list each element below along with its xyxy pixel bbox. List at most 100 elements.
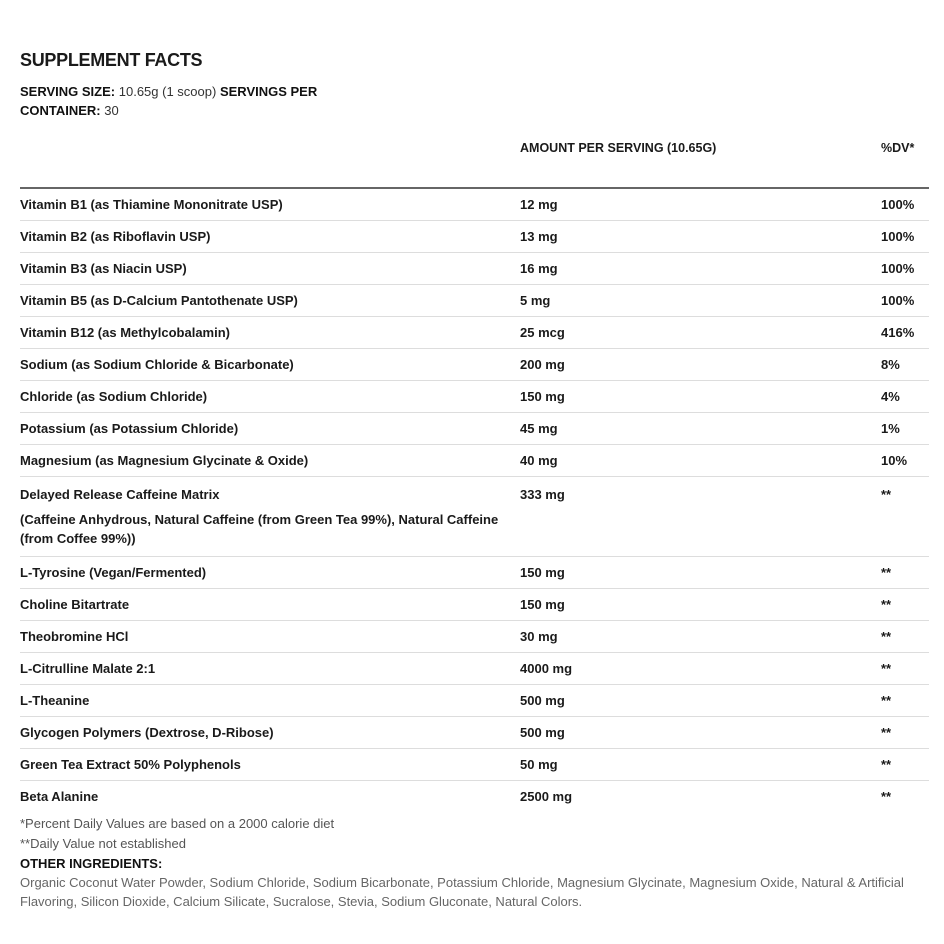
ingredient-name-text: Vitamin B12 (as Methylcobalamin) <box>20 325 230 340</box>
ingredient-name: Vitamin B12 (as Methylcobalamin) <box>20 316 520 349</box>
ingredient-dv: 8% <box>881 348 929 381</box>
table-header: AMOUNT PER SERVING (10.65G) %DV* <box>20 136 929 189</box>
ingredient-name: Glycogen Polymers (Dextrose, D-Ribose) <box>20 716 520 749</box>
ingredient-name: Beta Alanine <box>20 781 520 813</box>
ingredient-amount: 150 mg <box>520 588 881 621</box>
ingredient-amount: 16 mg <box>520 252 881 285</box>
table-row: Glycogen Polymers (Dextrose, D-Ribose) 50… <box>20 716 929 749</box>
ingredient-amount: 40 mg <box>520 444 881 477</box>
footnote: **Daily Value not established <box>20 836 186 851</box>
ingredient-name: Green Tea Extract 50% Polyphenols <box>20 748 520 781</box>
ingredient-name: Vitamin B2 (as Riboflavin USP) <box>20 220 520 253</box>
ingredient-name-text: Vitamin B2 (as Riboflavin USP) <box>20 229 211 244</box>
ingredient-dv: ** <box>881 588 929 621</box>
ingredient-dv: ** <box>881 620 929 653</box>
ingredient-amount: 150 mg <box>520 556 881 589</box>
ingredient-name-text: Theobromine HCl <box>20 629 129 644</box>
facts-table: AMOUNT PER SERVING (10.65G) %DV* Vitamin… <box>20 136 929 812</box>
other-ingredients-label: OTHER INGREDIENTS: <box>20 856 163 871</box>
ingredient-amount: 12 mg <box>520 188 881 221</box>
ingredient-dv: 100% <box>881 252 929 285</box>
servings-label: SERVINGS PER CONTAINER: <box>20 84 318 118</box>
ingredient-amount: 150 mg <box>520 380 881 413</box>
table-row: Vitamin B3 (as Niacin USP) 16 mg 100% <box>20 252 929 285</box>
header-dv: %DV* <box>881 136 929 189</box>
ingredient-name-text: Delayed Release Caffeine Matrix <box>20 487 220 502</box>
serving-size-value: 10.65g (1 scoop) <box>118 84 217 99</box>
ingredient-dv: ** <box>881 684 929 717</box>
ingredient-name: Choline Bitartrate <box>20 588 520 621</box>
serving-size-label: SERVING SIZE: <box>20 84 116 99</box>
table-row: Chloride (as Sodium Chloride) 150 mg 4% <box>20 380 929 413</box>
ingredient-name-text: Choline Bitartrate <box>20 597 130 612</box>
header-amount: AMOUNT PER SERVING (10.65G) <box>520 136 881 189</box>
ingredient-amount: 333 mg <box>520 476 881 557</box>
footnotes: *Percent Daily Values are based on a 200… <box>20 814 928 854</box>
ingredient-name-text: Vitamin B5 (as D-Calcium Pantothenate US… <box>20 293 298 308</box>
ingredient-name-text: Green Tea Extract 50% Polyphenols <box>20 757 241 772</box>
ingredient-amount: 200 mg <box>520 348 881 381</box>
ingredient-amount: 4000 mg <box>520 652 881 685</box>
ingredient-name-text: L-Tyrosine (Vegan/Fermented) <box>20 565 207 580</box>
ingredient-dv: 100% <box>881 284 929 317</box>
ingredient-name-text: Chloride (as Sodium Chloride) <box>20 389 208 404</box>
ingredient-dv: 1% <box>881 412 929 445</box>
ingredient-dv: ** <box>881 748 929 781</box>
ingredient-name: Potassium (as Potassium Chloride) <box>20 412 520 445</box>
ingredient-name-text: Potassium (as Potassium Chloride) <box>20 421 239 436</box>
table-row: Delayed Release Caffeine Matrix (Caffeine… <box>20 476 929 557</box>
ingredient-amount: 2500 mg <box>520 789 573 804</box>
ingredient-amount: 50 mg <box>520 748 881 781</box>
table-row: Vitamin B2 (as Riboflavin USP) 13 mg 100% <box>20 220 929 253</box>
ingredient-dv: ** <box>881 789 892 804</box>
table-row: L-Citrulline Malate 2:1 4000 mg ** <box>20 652 929 685</box>
ingredient-dv: ** <box>881 716 929 749</box>
ingredient-name-text: Sodium (as Sodium Chloride & Bicarbonate… <box>20 357 294 372</box>
table-row: Vitamin B1 (as Thiamine Mononitrate USP)… <box>20 188 929 221</box>
supplement-facts-panel: SUPPLEMENT FACTS SERVING SIZE: 10.65g (1… <box>20 48 929 911</box>
ingredient-dv: 100% <box>881 220 929 253</box>
table-row: Magnesium (as Magnesium Glycinate & Oxid… <box>20 444 929 477</box>
ingredient-name: Chloride (as Sodium Chloride) <box>20 380 520 413</box>
ingredient-name-text: Vitamin B1 (as Thiamine Mononitrate USP) <box>20 197 283 212</box>
table-row: Sodium (as Sodium Chloride & Bicarbonate… <box>20 348 929 381</box>
table-row: Vitamin B5 (as D-Calcium Pantothenate US… <box>20 284 929 317</box>
table-row: Beta Alanine 2500 mg ** <box>20 781 929 813</box>
table-row: Choline Bitartrate 150 mg ** <box>20 588 929 621</box>
ingredient-amount: 45 mg <box>520 412 881 445</box>
ingredient-name: Magnesium (as Magnesium Glycinate & Oxid… <box>20 444 520 477</box>
servings-value: 30 <box>104 103 119 118</box>
ingredient-amount: 500 mg <box>520 684 881 717</box>
serving-info: SERVING SIZE: 10.65g (1 scoop) SERVINGS … <box>20 82 380 120</box>
ingredient-name-text: L-Citrulline Malate 2:1 <box>20 661 156 676</box>
ingredient-name-text: L-Theanine <box>20 693 90 708</box>
ingredient-dv: ** <box>881 476 929 557</box>
footnote: *Percent Daily Values are based on a 200… <box>20 816 335 831</box>
ingredient-name-text: Magnesium (as Magnesium Glycinate & Oxid… <box>20 453 309 468</box>
table-row: L-Theanine 500 mg ** <box>20 684 929 717</box>
ingredient-name: L-Citrulline Malate 2:1 <box>20 652 520 685</box>
ingredient-name: L-Tyrosine (Vegan/Fermented) <box>20 556 520 589</box>
ingredient-name: Vitamin B1 (as Thiamine Mononitrate USP) <box>20 188 520 221</box>
ingredient-amount: 30 mg <box>520 620 881 653</box>
ingredient-dv: ** <box>881 652 929 685</box>
ingredient-name: Sodium (as Sodium Chloride & Bicarbonate… <box>20 348 520 381</box>
ingredient-dv: 100% <box>881 188 929 221</box>
other-ingredients: Organic Coconut Water Powder, Sodium Chl… <box>20 875 904 909</box>
table-row: Vitamin B12 (as Methylcobalamin) 25 mcg 41… <box>20 316 929 349</box>
header-name <box>20 136 520 189</box>
ingredient-name: Delayed Release Caffeine Matrix (Caffeine… <box>20 476 520 557</box>
ingredient-name: Vitamin B5 (as D-Calcium Pantothenate US… <box>20 284 520 317</box>
ingredient-amount: 25 mcg <box>520 316 881 349</box>
ingredient-amount: 500 mg <box>520 716 881 749</box>
ingredient-dv: 416% <box>881 316 929 349</box>
ingredient-amount: 5 mg <box>520 284 881 317</box>
ingredient-name-text: Beta Alanine <box>20 789 99 804</box>
page-title: SUPPLEMENT FACTS <box>20 50 203 70</box>
ingredient-name: Theobromine HCl <box>20 620 520 653</box>
ingredient-amount: 13 mg <box>520 220 881 253</box>
table-row: L-Tyrosine (Vegan/Fermented) 150 mg ** <box>20 556 929 589</box>
ingredient-name: L-Theanine <box>20 684 520 717</box>
table-row: Theobromine HCl 30 mg ** <box>20 620 929 653</box>
ingredient-name-text: Glycogen Polymers (Dextrose, D-Ribose) <box>20 725 274 740</box>
